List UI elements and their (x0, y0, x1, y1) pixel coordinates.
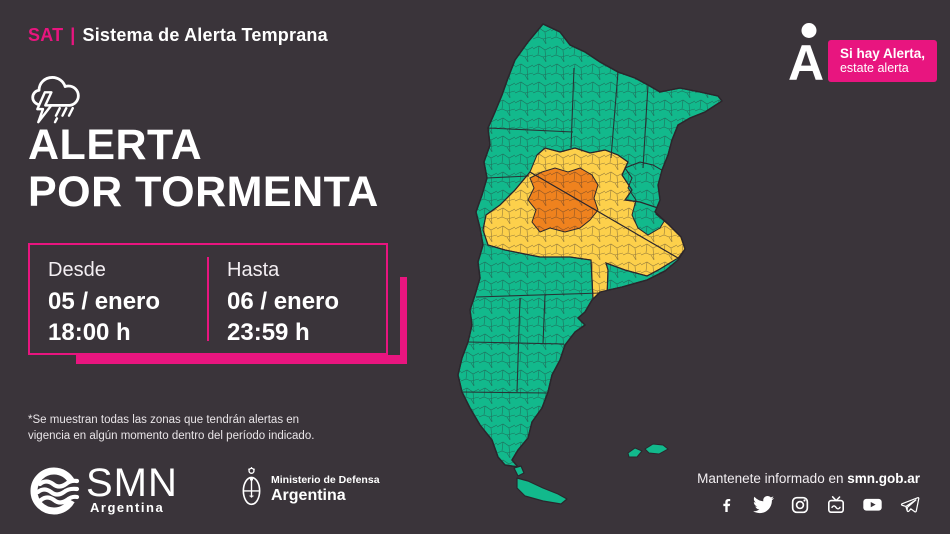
ministry-logo: Ministerio de Defensa Argentina (240, 466, 380, 512)
alert-title-line1: ALERTA (28, 121, 203, 169)
coat-of-arms-icon (240, 466, 263, 512)
disclaimer-line2: vigencia en algún momento dentro del per… (28, 430, 315, 442)
badge-line2: estate alerta (839, 61, 909, 75)
ministry-line1: Ministerio de Defensa (271, 473, 380, 486)
person-a-icon: A (784, 22, 826, 82)
smn-wave-icon (28, 464, 82, 518)
province-borders (461, 67, 649, 394)
info-prefix: Mantenete informado en (697, 471, 848, 486)
badge-line1: Si hay Alerta, (839, 46, 925, 61)
period-to-label: Hasta (227, 259, 280, 281)
period-from-label: Desde (48, 259, 106, 281)
alert-period-box: Desde 05 / enero 18:00 h Hasta 06 / ener… (28, 243, 407, 364)
period-from-date: 05 / enero (48, 288, 161, 315)
youtube-icon[interactable] (862, 494, 883, 515)
alert-title: ALERTA POR TORMENTA (28, 122, 379, 216)
social-icons-row (716, 494, 920, 515)
alert-identity: A Si hay Alerta, estate alerta (784, 22, 937, 82)
period-to: Hasta 06 / enero 23:59 h (207, 257, 386, 346)
smn-country: Argentina (90, 500, 165, 515)
igtv-icon[interactable] (826, 494, 847, 515)
svg-text:A: A (788, 35, 824, 82)
ministry-line2: Argentina (271, 486, 346, 504)
brand-separator: | (70, 25, 76, 45)
info-domain[interactable]: smn.gob.ar (847, 471, 920, 486)
map-islands (627, 443, 669, 458)
disclaimer-text: *Se muestran todas las zonas que tendrán… (28, 412, 314, 444)
argentina-alert-map (425, 8, 770, 520)
pink-accent-bar-right (400, 277, 407, 364)
period-from-time: 18:00 h (48, 319, 131, 346)
period-to-time: 23:59 h (227, 319, 310, 346)
facebook-icon[interactable] (716, 494, 737, 515)
pink-accent-bar-bottom (76, 355, 407, 364)
department-borders-texture (458, 24, 722, 467)
smn-name: SMN (86, 461, 178, 505)
smn-logo: SMN Argentina (28, 461, 178, 518)
period-from: Desde 05 / enero 18:00 h (30, 245, 207, 353)
map-tierra-del-fuego (513, 465, 568, 505)
telegram-icon[interactable] (899, 494, 920, 515)
instagram-icon[interactable] (789, 494, 810, 515)
header-brand-line: SAT | Sistema de Alerta Temprana (28, 25, 328, 46)
sat-brand: SAT (28, 25, 64, 45)
twitter-icon[interactable] (752, 494, 774, 515)
disclaimer-line1: *Se muestran todas las zonas que tendrán… (28, 414, 300, 426)
period-to-date: 06 / enero (227, 288, 340, 315)
info-line: Mantenete informado en smn.gob.ar (697, 471, 920, 486)
si-hay-alerta-badge: Si hay Alerta, estate alerta (827, 40, 937, 82)
alert-title-line2: POR TORMENTA (28, 168, 379, 216)
storm-icon (28, 70, 84, 124)
system-subtitle: Sistema de Alerta Temprana (82, 25, 328, 45)
